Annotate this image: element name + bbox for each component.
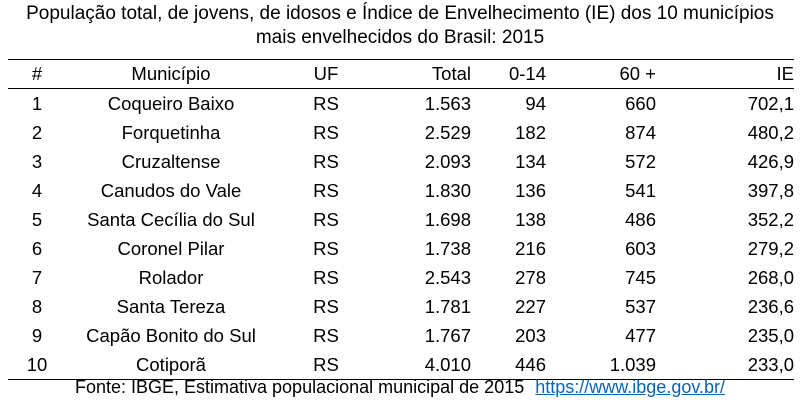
cell-uf: RS bbox=[313, 296, 339, 317]
cell-municipio: Coronel Pilar bbox=[117, 238, 225, 259]
header-uf: UF bbox=[276, 59, 376, 89]
cell-age-60-plus: 874 bbox=[625, 122, 656, 143]
cell-ie: 352,2 bbox=[747, 209, 794, 230]
cell-total: 2.529 bbox=[424, 122, 471, 143]
cell-total: 2.093 bbox=[424, 151, 471, 172]
cell-uf: RS bbox=[313, 238, 339, 259]
cell-ie: 268,0 bbox=[747, 267, 794, 288]
header-age-0-14: 0-14 bbox=[471, 59, 546, 89]
cell-rank: 6 bbox=[31, 238, 43, 259]
cell-rank: 5 bbox=[31, 209, 43, 230]
cell-municipio: Forquetinha bbox=[121, 122, 221, 143]
cell-uf: RS bbox=[313, 267, 339, 288]
cell-age-0-14: 278 bbox=[515, 267, 546, 288]
table-row: 8 Santa Tereza RS 1.781 227 537 236,6 bbox=[8, 292, 794, 321]
cell-municipio: Santa Cecília do Sul bbox=[87, 209, 255, 230]
cell-age-60-plus: 603 bbox=[625, 238, 656, 259]
source-text: Fonte: IBGE, Estimativa populacional mun… bbox=[74, 377, 525, 397]
table-title-line-1: População total, de jovens, de idosos e … bbox=[26, 3, 774, 24]
cell-uf: RS bbox=[313, 180, 339, 201]
cell-uf: RS bbox=[276, 350, 376, 380]
cell-total: 2.543 bbox=[424, 267, 471, 288]
cell-age-0-14: 94 bbox=[525, 93, 546, 114]
table-title-line-2: mais envelhecidos do Brasil: 2015 bbox=[255, 27, 545, 48]
table-title: População total, de jovens, de idosos e … bbox=[0, 2, 800, 50]
cell-age-60-plus: 660 bbox=[625, 93, 656, 114]
cell-age-0-14: 446 bbox=[471, 350, 546, 380]
cell-age-0-14: 138 bbox=[515, 209, 546, 230]
cell-total: 1.698 bbox=[424, 209, 471, 230]
table-row: 9 Capão Bonito do Sul RS 1.767 203 477 2… bbox=[8, 321, 794, 350]
cell-age-60-plus: 745 bbox=[625, 267, 656, 288]
cell-age-0-14: 203 bbox=[515, 325, 546, 346]
cell-municipio: Coqueiro Baixo bbox=[107, 93, 235, 114]
table-row: 1 Coqueiro Baixo RS 1.563 94 660 702,1 bbox=[8, 89, 794, 119]
cell-ie: 397,8 bbox=[747, 180, 794, 201]
cell-rank: 3 bbox=[31, 151, 43, 172]
cell-uf: RS bbox=[313, 151, 339, 172]
cell-age-60-plus: 572 bbox=[625, 151, 656, 172]
cell-age-60-plus: 537 bbox=[625, 296, 656, 317]
source-footnote: Fonte: IBGE, Estimativa populacional mun… bbox=[0, 374, 800, 400]
header-municipio: Município bbox=[66, 59, 276, 89]
table-row: 3 Cruzaltense RS 2.093 134 572 426,9 bbox=[8, 147, 794, 176]
cell-rank: 7 bbox=[31, 267, 43, 288]
cell-uf: RS bbox=[313, 122, 339, 143]
cell-total: 1.767 bbox=[424, 325, 471, 346]
cell-rank: 2 bbox=[31, 122, 43, 143]
cell-age-0-14: 134 bbox=[515, 151, 546, 172]
cell-ie: 233,0 bbox=[656, 350, 794, 380]
cell-municipio: Cotiporã bbox=[66, 350, 276, 380]
cell-age-0-14: 182 bbox=[515, 122, 546, 143]
table-row: 10 Cotiporã RS 4.010 446 1.039 233,0 bbox=[8, 350, 794, 380]
table-header-row: # Município UF Total 0-14 60 + IE bbox=[8, 59, 794, 89]
cell-rank: 10 bbox=[8, 350, 66, 380]
cell-age-60-plus: 1.039 bbox=[546, 350, 656, 380]
cell-municipio: Cruzaltense bbox=[121, 151, 221, 172]
municipalities-table: # Município UF Total 0-14 60 + IE 1 Coqu… bbox=[8, 59, 794, 380]
cell-rank: 8 bbox=[31, 296, 43, 317]
cell-ie: 279,2 bbox=[747, 238, 794, 259]
cell-ie: 236,6 bbox=[747, 296, 794, 317]
cell-municipio: Capão Bonito do Sul bbox=[86, 325, 256, 346]
cell-municipio: Rolador bbox=[138, 267, 204, 288]
cell-age-60-plus: 541 bbox=[625, 180, 656, 201]
cell-uf: RS bbox=[313, 93, 339, 114]
cell-age-0-14: 216 bbox=[515, 238, 546, 259]
cell-municipio: Santa Tereza bbox=[116, 296, 226, 317]
cell-municipio: Canudos do Vale bbox=[100, 180, 242, 201]
cell-rank: 4 bbox=[31, 180, 43, 201]
cell-uf: RS bbox=[313, 325, 339, 346]
cell-rank: 1 bbox=[31, 93, 43, 114]
table-row: 5 Santa Cecília do Sul RS 1.698 138 486 … bbox=[8, 205, 794, 234]
header-rank: # bbox=[8, 59, 66, 89]
cell-total: 1.563 bbox=[424, 93, 471, 114]
cell-ie: 426,9 bbox=[747, 151, 794, 172]
cell-age-60-plus: 486 bbox=[625, 209, 656, 230]
table-row: 6 Coronel Pilar RS 1.738 216 603 279,2 bbox=[8, 234, 794, 263]
cell-total: 4.010 bbox=[376, 350, 471, 380]
cell-age-60-plus: 477 bbox=[625, 325, 656, 346]
header-ie: IE bbox=[656, 59, 794, 89]
cell-total: 1.738 bbox=[424, 238, 471, 259]
table-row: 4 Canudos do Vale RS 1.830 136 541 397,8 bbox=[8, 176, 794, 205]
cell-rank: 9 bbox=[31, 325, 43, 346]
cell-ie: 480,2 bbox=[747, 122, 794, 143]
cell-ie: 235,0 bbox=[747, 325, 794, 346]
table-row: 7 Rolador RS 2.543 278 745 268,0 bbox=[8, 263, 794, 292]
cell-age-0-14: 227 bbox=[515, 296, 546, 317]
cell-uf: RS bbox=[313, 209, 339, 230]
header-total: Total bbox=[376, 59, 471, 89]
cell-total: 1.781 bbox=[424, 296, 471, 317]
header-age-60-plus: 60 + bbox=[546, 59, 656, 89]
cell-total: 1.830 bbox=[424, 180, 471, 201]
cell-age-0-14: 136 bbox=[515, 180, 546, 201]
cell-ie: 702,1 bbox=[747, 93, 794, 114]
source-link[interactable]: https://www.ibge.gov.br/ bbox=[535, 377, 726, 397]
table-row: 2 Forquetinha RS 2.529 182 874 480,2 bbox=[8, 118, 794, 147]
